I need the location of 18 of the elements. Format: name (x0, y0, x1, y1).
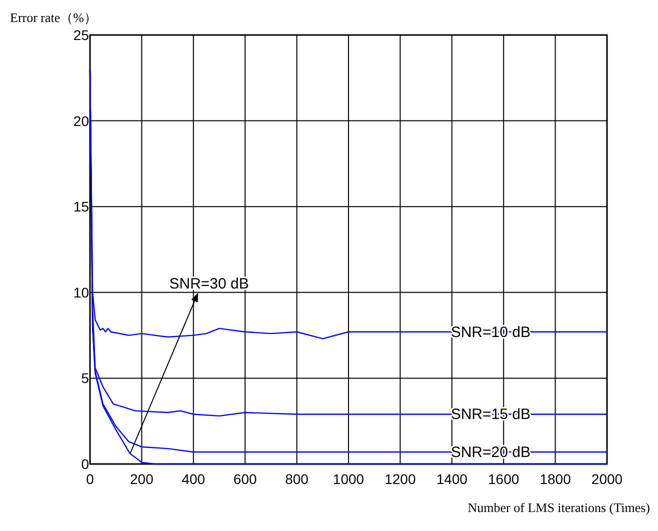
x-tick-label: 1200 (384, 471, 416, 487)
y-tick-label: 0 (81, 456, 90, 472)
y-axis-title: Error rate（%） (10, 10, 97, 25)
y-tick-label: 10 (73, 284, 90, 300)
x-tick-label: 400 (182, 471, 206, 487)
x-tick-label: 800 (285, 471, 309, 487)
x-tick-label: 200 (130, 471, 154, 487)
y-tick-label: 5 (81, 370, 90, 386)
y-tick-label: 15 (73, 198, 90, 215)
x-tick-label: 600 (233, 471, 257, 487)
x-tick-label: 1800 (540, 471, 572, 487)
y-tick-label: 25 (73, 27, 90, 43)
x-axis-title: Number of LMS iterations (Times) (468, 500, 650, 515)
x-tick-label: 1600 (488, 471, 520, 487)
x-tick-label: 2000 (591, 471, 623, 487)
y-tick-label: 20 (73, 112, 90, 129)
x-tick-label: 1000 (332, 471, 364, 487)
x-tick-label: 1400 (436, 471, 468, 487)
